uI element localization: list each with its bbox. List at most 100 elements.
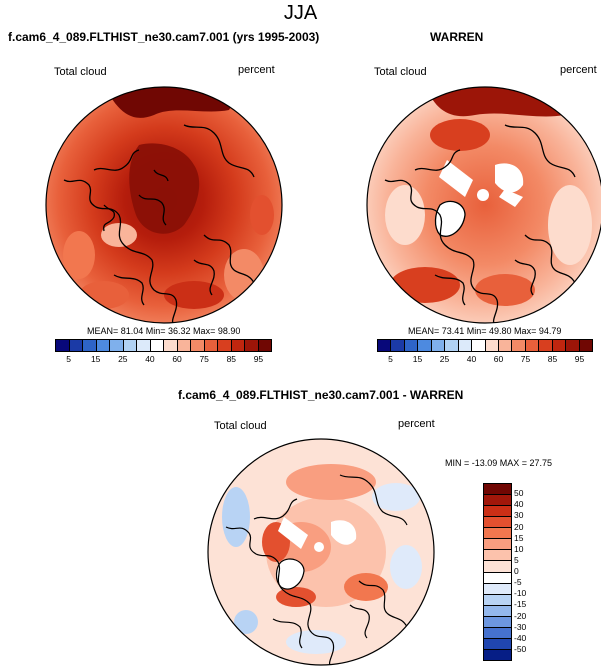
colorbar-swatch — [484, 539, 511, 551]
colorbar-swatch — [566, 340, 580, 351]
colorbar-swatch — [512, 340, 526, 351]
panel-obs-variable-label: Total cloud — [374, 66, 427, 78]
colorbar-tick: 25 — [439, 354, 450, 364]
colorbar-swatch — [525, 340, 540, 351]
colorbar-tick: 40 — [466, 354, 477, 364]
colorbar-tick: 15 — [412, 354, 423, 364]
colorbar-tick: 85 — [547, 354, 558, 364]
colorbar-tick: 95 — [574, 354, 585, 364]
colorbar-tick: 95 — [253, 354, 264, 364]
colorbar-swatch — [83, 340, 97, 351]
colorbar-tick: -5 — [514, 577, 522, 588]
colorbar-swatch — [484, 594, 511, 606]
colorbar-swatch — [579, 340, 592, 351]
colorbar-tick: -40 — [514, 632, 527, 643]
colorbar-swatch — [539, 340, 553, 351]
colorbar-swatch — [164, 340, 178, 351]
colorbar-swatch — [484, 627, 511, 639]
colorbar-diff — [483, 483, 512, 661]
panel-obs-stats: MEAN= 73.41 Min= 49.80 Max= 94.79 — [408, 326, 562, 336]
colorbar-tick: 40 — [145, 354, 155, 364]
colorbar-tick: 60 — [493, 354, 504, 364]
polar-map-diff — [207, 438, 435, 666]
colorbar-tick: 50 — [514, 488, 524, 499]
colorbar-tick: 0 — [514, 566, 519, 576]
panel-model-units-label: percent — [238, 64, 275, 76]
colorbar-swatch — [110, 340, 124, 351]
panel-model-variable-label: Total cloud — [54, 66, 107, 78]
colorbar-tick: 10 — [514, 543, 524, 554]
colorbar-swatch — [484, 495, 511, 507]
polar-map-model — [45, 86, 283, 324]
colorbar-tick: 15 — [514, 532, 524, 543]
colorbar-tick: -10 — [514, 588, 527, 599]
panel-obs-title: WARREN — [430, 30, 484, 44]
colorbar-swatch — [484, 616, 511, 628]
colorbar-diff-ticks: 50 40 30 20 15 10 5 0 -5 -10 -15 -20 -30… — [514, 0, 554, 669]
panel-diff-title: f.cam6_4_089.FLTHIST_ne30.cam7.001 - WAR… — [178, 388, 464, 402]
colorbar-swatch — [391, 340, 405, 351]
colorbar-tick: 60 — [172, 354, 182, 364]
colorbar-tick: -15 — [514, 599, 527, 610]
panel-diff-units-label: percent — [398, 418, 435, 430]
colorbar-swatch — [484, 583, 511, 595]
colorbar-swatch — [231, 340, 245, 351]
colorbar-swatch — [191, 340, 205, 351]
colorbar-swatch — [484, 484, 511, 496]
colorbar-swatch — [484, 638, 511, 650]
colorbar-tick: 5 — [66, 354, 71, 364]
colorbar-tick: -50 — [514, 643, 527, 654]
colorbar-swatch — [69, 340, 83, 351]
colorbar-swatch — [458, 340, 473, 351]
panel-model-title: f.cam6_4_089.FLTHIST_ne30.cam7.001 (yrs … — [8, 30, 320, 44]
polar-map-obs — [366, 86, 601, 324]
colorbar-tick: 75 — [520, 354, 531, 364]
colorbar-swatch — [484, 605, 511, 617]
colorbar-swatch — [552, 340, 567, 351]
panel-model-stats: MEAN= 81.04 Min= 36.32 Max= 98.90 — [87, 326, 241, 336]
colorbar-swatch — [484, 550, 511, 562]
colorbar-swatch — [484, 528, 511, 540]
colorbar-swatch — [137, 340, 151, 351]
panel-diff-variable-label: Total cloud — [214, 420, 267, 432]
panel-diff-stats: MIN = -13.09 MAX = 27.75 — [445, 458, 553, 468]
colorbar-tick: 20 — [514, 521, 524, 532]
colorbar-model — [55, 339, 272, 352]
colorbar-swatch — [431, 340, 446, 351]
colorbar-tick: 25 — [118, 354, 128, 364]
colorbar-swatch — [96, 340, 110, 351]
colorbar-swatch — [485, 340, 499, 351]
colorbar-tick: 85 — [226, 354, 237, 364]
colorbar-tick: -20 — [514, 610, 527, 621]
colorbar-swatch — [484, 517, 511, 529]
colorbar-swatch — [484, 561, 511, 573]
page-title: JJA — [283, 2, 318, 24]
colorbar-model-ticks: 5 15 25 40 60 75 85 95 — [55, 354, 272, 364]
colorbar-obs — [377, 339, 593, 352]
colorbar-tick: -30 — [514, 621, 527, 632]
colorbar-swatch — [404, 340, 419, 351]
colorbar-tick: 5 — [514, 554, 519, 565]
colorbar-swatch — [484, 649, 511, 660]
colorbar-swatch — [150, 340, 164, 351]
colorbar-swatch — [378, 340, 392, 351]
colorbar-swatch — [123, 340, 137, 351]
colorbar-swatch — [204, 340, 218, 351]
colorbar-tick: 15 — [90, 354, 101, 364]
colorbar-swatch — [56, 340, 70, 351]
colorbar-obs-ticks: 5 15 25 40 60 75 85 95 — [377, 354, 593, 364]
colorbar-swatch — [472, 340, 486, 351]
colorbar-swatch — [484, 572, 511, 584]
colorbar-tick: 75 — [199, 354, 209, 364]
colorbar-swatch — [498, 340, 513, 351]
panel-obs-units-label: percent — [560, 64, 597, 76]
colorbar-tick: 5 — [388, 354, 393, 364]
colorbar-tick: 40 — [514, 499, 524, 510]
colorbar-swatch — [484, 506, 511, 518]
colorbar-swatch — [258, 340, 271, 351]
colorbar-swatch — [245, 340, 259, 351]
colorbar-swatch — [445, 340, 459, 351]
colorbar-swatch — [218, 340, 232, 351]
colorbar-swatch — [177, 340, 191, 351]
colorbar-swatch — [418, 340, 432, 351]
